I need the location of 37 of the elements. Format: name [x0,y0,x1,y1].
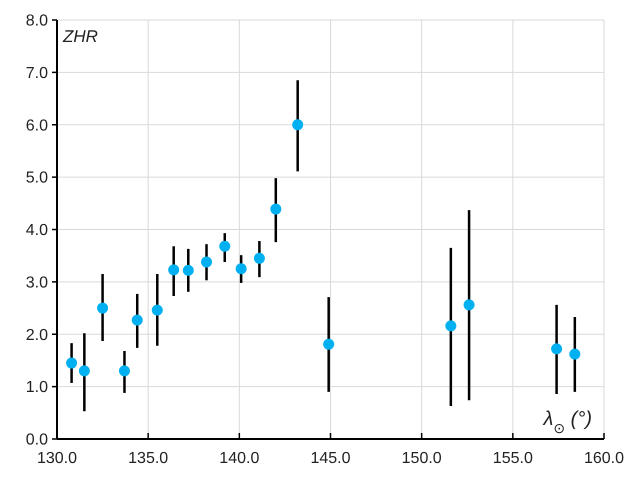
y-axis-title: ZHR [62,27,98,46]
point [219,240,230,252]
point [201,256,212,268]
y-tick-label: 8.0 [26,12,48,30]
y-tick-label: 2.0 [26,326,48,344]
point [118,365,130,376]
x-tick-label: 140.0 [219,450,260,467]
y-tick-label: 3.0 [26,274,48,292]
x-tick-label: 135.0 [128,450,168,467]
point [551,343,562,354]
point [292,119,304,130]
point [182,264,194,276]
y-tick-label: 6.0 [26,117,48,134]
y-tick-label: 7.0 [26,64,48,82]
x-tick-label: 145.0 [310,450,351,467]
point [464,299,475,310]
x-tick-label: 160.0 [584,450,624,467]
point [66,358,78,369]
point [236,263,247,274]
point [97,302,108,314]
point [168,264,180,276]
y-tick-label: 1.0 [26,379,48,396]
y-tick-label: 0.0 [26,432,48,449]
point [78,365,90,376]
point [445,320,456,332]
point [152,304,163,316]
x-tick-label: 155.0 [492,450,533,467]
x-axis-title: λ$_{⊙}$ (°) [542,408,592,436]
point [270,204,282,215]
point [569,348,580,360]
x-tick-label: 130.0 [36,450,78,467]
y-tick-label: 5.0 [26,170,48,187]
point [323,338,334,350]
point [132,314,143,326]
point [254,252,265,264]
x-tick-label: 150.0 [402,450,442,467]
y-tick-label: 4.0 [26,222,48,240]
